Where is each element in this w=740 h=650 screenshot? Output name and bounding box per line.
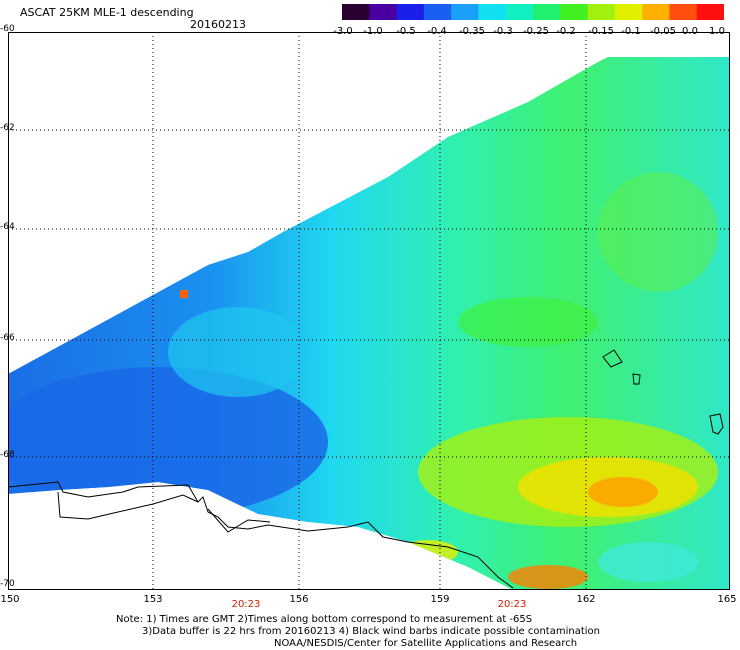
lat-label: -66 — [0, 333, 15, 343]
legend-tick: -0.4 — [427, 26, 447, 37]
note-line-3: NOAA/NESDIS/Center for Satellite Applica… — [274, 638, 578, 649]
legend-swatch — [614, 4, 643, 20]
lat-label: -68 — [0, 450, 15, 460]
legend-swatch — [451, 4, 479, 20]
legend-tick: 1.0 — [709, 26, 725, 37]
lat-label: -70 — [0, 579, 15, 589]
note-line-2: 3)Data buffer is 22 hrs from 20160213 4)… — [142, 626, 600, 637]
legend-tick: -0.25 — [523, 26, 549, 37]
graticule — [8, 32, 730, 590]
legend-swatch — [533, 4, 561, 20]
legend-swatch — [369, 4, 398, 20]
lat-label: -64 — [0, 222, 15, 232]
legend-tick: -3.0 — [333, 26, 353, 37]
lon-label: 162 — [576, 594, 596, 605]
legend-tick: -0.1 — [621, 26, 641, 37]
legend-swatch — [478, 4, 507, 20]
lon-label: 165 — [717, 594, 737, 605]
pass-time-label: 20:23 — [231, 599, 261, 610]
legend-tick: -0.15 — [588, 26, 614, 37]
map-title: ASCAT 25KM MLE-1 descending — [20, 6, 194, 19]
legend-swatch — [342, 4, 370, 20]
legend-swatch — [560, 4, 589, 20]
coastline — [8, 349, 724, 589]
lon-label: 153 — [143, 594, 163, 605]
legend-tick: -0.35 — [459, 26, 485, 37]
legend-swatch — [642, 4, 670, 20]
legend-swatch — [505, 4, 534, 20]
pass-time-label: 20:23 — [497, 599, 527, 610]
legend-tick: -0.5 — [396, 26, 416, 37]
lat-label: -60 — [0, 24, 15, 34]
lon-label: 150 — [0, 594, 20, 605]
legend-swatch — [696, 4, 724, 20]
legend-swatch — [587, 4, 616, 20]
scatterometer-map — [8, 32, 730, 590]
swath-data — [8, 57, 730, 590]
map-frame — [8, 32, 730, 590]
legend-tick: -0.2 — [556, 26, 576, 37]
lat-label: -62 — [0, 123, 15, 133]
legend-tick: -0.05 — [650, 26, 676, 37]
legend-tick: -1.0 — [363, 26, 383, 37]
note-line-1: Note: 1) Times are GMT 2)Times along bot… — [116, 614, 533, 625]
map-date: 20160213 — [190, 18, 246, 31]
legend-tick: 0.0 — [682, 26, 698, 37]
lon-label: 159 — [430, 594, 450, 605]
legend-tick: -0.3 — [493, 26, 513, 37]
lon-label: 156 — [289, 594, 309, 605]
color-legend-bar — [342, 4, 724, 20]
legend-swatch — [423, 4, 452, 20]
legend-swatch — [669, 4, 698, 20]
legend-swatch — [396, 4, 425, 20]
